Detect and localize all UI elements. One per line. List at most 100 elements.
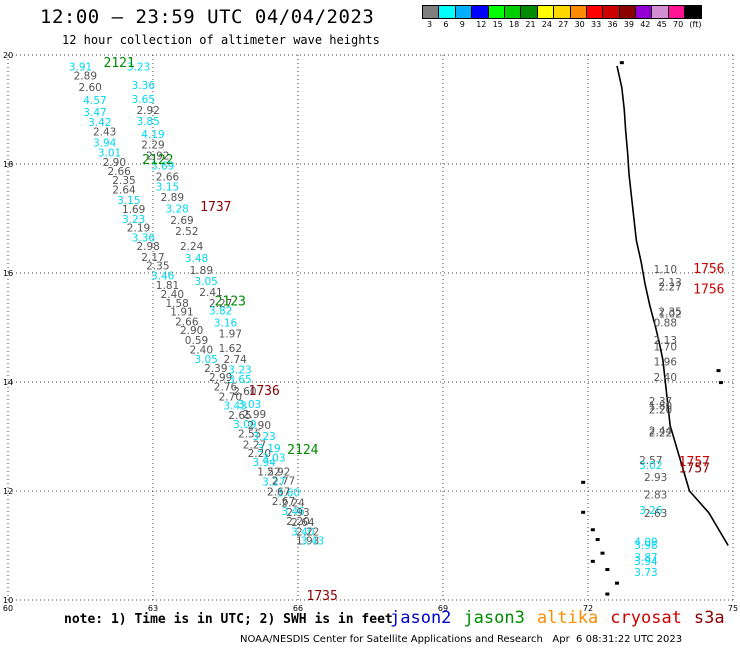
swh-value: 1.58: [165, 298, 188, 310]
swh-value: 3.05: [194, 276, 217, 288]
legend-label: 30: [574, 20, 585, 29]
swh-value: 3.05: [194, 354, 217, 366]
wave-height-points: 3.91 3.232.893.362.603.654.572.923.473.42…: [69, 61, 682, 579]
swh-value: 3.65: [132, 94, 155, 106]
legend-swatch: [684, 5, 702, 19]
pass-labels: 2121 2122 2123 2124 1737 1736 1735 1756 1756 1757…: [104, 56, 725, 604]
swh-value: 3.15: [156, 182, 179, 194]
swh-value: 2.66: [175, 316, 199, 328]
swh-value: 2.93: [644, 472, 667, 484]
grid-lines: [7, 54, 734, 601]
x-tick-label: 66: [293, 604, 303, 613]
legend-swatches: [422, 5, 702, 19]
swh-value: 2.22: [649, 428, 672, 440]
pass-number: 1756: [693, 283, 724, 298]
swh-value: 4.09: [634, 537, 657, 549]
swh-value: 2.55: [238, 429, 261, 441]
swh-value: 2.60: [233, 386, 256, 398]
swh-value: 2.90: [103, 157, 126, 169]
pass-number: 1757: [679, 455, 710, 470]
swh-value: 1.93: [296, 535, 319, 547]
swh-value: 3.40: [291, 527, 314, 539]
y-tick-label: 12: [3, 487, 13, 496]
swh-value: 2.99: [243, 409, 266, 421]
swh-value: 2.19: [127, 223, 150, 235]
swh-value: 3.91: [69, 61, 92, 73]
y-tick-label: 16: [3, 269, 13, 278]
island: [615, 581, 619, 585]
coastline-path: [616, 65, 729, 546]
swh-value: 1.02: [658, 309, 681, 321]
island: [590, 559, 595, 563]
swh-value: 1.80: [649, 400, 672, 412]
swh-value: 3.03: [262, 453, 285, 465]
swh-value: 3.94: [634, 556, 658, 568]
swh-value: 3.01: [98, 147, 121, 159]
swh-value: 1.91: [170, 307, 193, 319]
swh-value: 1.97: [219, 328, 242, 340]
swh-value: 2.70: [219, 392, 242, 404]
pass-number: 2124: [287, 443, 318, 458]
x-tick-label: 69: [438, 604, 448, 613]
swh-value: 3.23: [122, 214, 145, 226]
island: [590, 528, 595, 532]
swh-value: 3.46: [281, 506, 305, 518]
mission-s3a: s3a: [693, 608, 725, 628]
legend-label: (ft): [689, 20, 702, 29]
swh-value: 3.42: [88, 117, 111, 129]
note-text: note: 1) Time is in UTC; 2) SWH is in fe…: [64, 612, 393, 627]
x-tick-label: 63: [148, 604, 158, 613]
swh-value: 2.40: [190, 345, 213, 357]
swh-value: 3.36: [132, 80, 156, 92]
swh-value: 3.94: [93, 138, 117, 150]
pass-number: 2121: [104, 56, 135, 71]
swh-value: 3.60: [277, 487, 300, 499]
swh-value: 2.90: [180, 325, 203, 337]
y-tick-label: 18: [3, 160, 13, 169]
legend-label: 3: [427, 20, 433, 29]
swh-value: 2.93: [286, 507, 309, 519]
legend-label: 27: [558, 20, 569, 29]
swh-value: 2.64: [112, 184, 136, 196]
island: [718, 381, 723, 385]
legend-label: 70: [673, 20, 684, 29]
legend-label: 9: [459, 20, 465, 29]
swh-value: 2.99: [209, 372, 232, 384]
swh-value: 2.90: [248, 420, 271, 432]
legend-labels: 3 6 9 12 15 18 21 24 27 30 33 36 39 42 45 70 (ft): [422, 19, 701, 31]
legend-label: 21: [525, 20, 536, 29]
pass-number: 1737: [200, 200, 231, 215]
swh-value: 2.29: [141, 140, 164, 152]
swh-value: 3.69: [151, 160, 174, 172]
swh-value: 2.98: [136, 241, 159, 253]
swh-value: 3.87: [634, 552, 657, 564]
chart-title: 12:00 — 23:59 UTC 04/04/2023: [40, 6, 375, 28]
swh-value: 2.74: [223, 354, 247, 366]
swh-value: 3.02: [639, 460, 662, 472]
swh-value: 3.28: [165, 204, 188, 216]
swh-value: 2.20: [649, 405, 672, 417]
mission-legend: jason2 jason3 altika cryosat s3a: [390, 608, 737, 628]
legend-label: 15: [492, 20, 503, 29]
swh-value: 2.57: [639, 455, 662, 467]
color-scale-legend: 3 6 9 12 15 18 21 24 27 30 33 36 39 42 45 70 (ft): [422, 5, 702, 31]
mission-altika: altika: [536, 608, 599, 628]
swh-value: 2.27: [658, 281, 681, 293]
swh-value: 1.89: [190, 265, 213, 277]
island: [581, 510, 586, 514]
swh-value: 2.89: [161, 192, 184, 204]
swh-value: 2.17: [141, 252, 164, 264]
island: [605, 592, 610, 596]
swh-value: 0.88: [654, 317, 677, 329]
legend-label: 6: [443, 20, 449, 29]
swh-value: 2.24: [281, 497, 305, 509]
swh-value: 1.69: [122, 204, 145, 216]
island: [581, 480, 586, 484]
swh-value: 2.65: [228, 410, 251, 422]
pass-number: 2122: [142, 153, 173, 168]
swh-value: 2.35: [112, 175, 135, 187]
pass-number: 2123: [215, 295, 246, 310]
swh-value: 2.41: [199, 287, 222, 299]
swh-value: 2.63: [644, 508, 667, 520]
